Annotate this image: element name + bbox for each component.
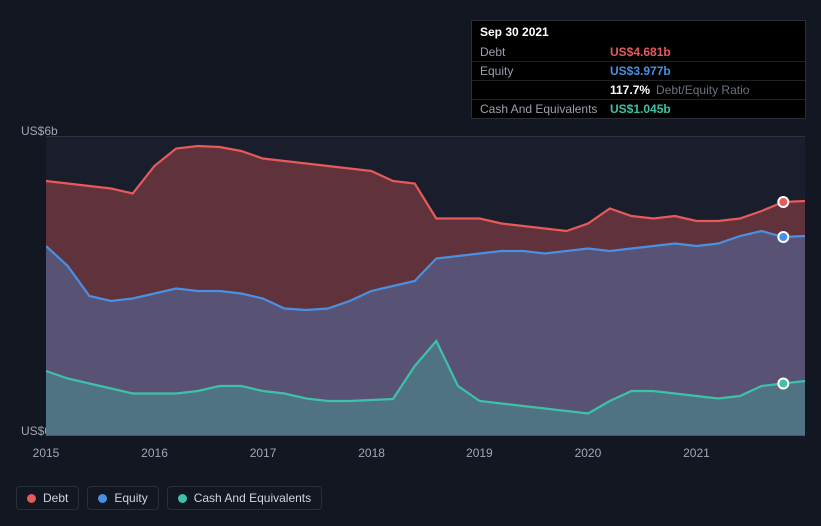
x-tick-2019: 2019 <box>466 446 493 460</box>
legend-item-debt[interactable]: Debt <box>16 486 79 510</box>
x-tick-2015: 2015 <box>33 446 60 460</box>
legend-item-cash[interactable]: Cash And Equivalents <box>167 486 322 510</box>
legend-label-equity: Equity <box>114 491 147 505</box>
chart-container: US$6b US$0 2015201620172018201920202021 <box>16 16 805 456</box>
marker-cash <box>778 379 788 389</box>
area-chart[interactable] <box>46 136 805 436</box>
x-tick-2018: 2018 <box>358 446 385 460</box>
x-tick-2016: 2016 <box>141 446 168 460</box>
x-axis: 2015201620172018201920202021 <box>46 446 805 462</box>
marker-equity <box>778 232 788 242</box>
legend: Debt Equity Cash And Equivalents <box>16 486 322 510</box>
legend-item-equity[interactable]: Equity <box>87 486 158 510</box>
legend-dot-debt-icon <box>27 494 36 503</box>
x-tick-2021: 2021 <box>683 446 710 460</box>
legend-dot-cash-icon <box>178 494 187 503</box>
x-tick-2017: 2017 <box>250 446 277 460</box>
marker-debt <box>778 197 788 207</box>
legend-label-debt: Debt <box>43 491 68 505</box>
legend-dot-equity-icon <box>98 494 107 503</box>
legend-label-cash: Cash And Equivalents <box>194 491 311 505</box>
x-tick-2020: 2020 <box>575 446 602 460</box>
